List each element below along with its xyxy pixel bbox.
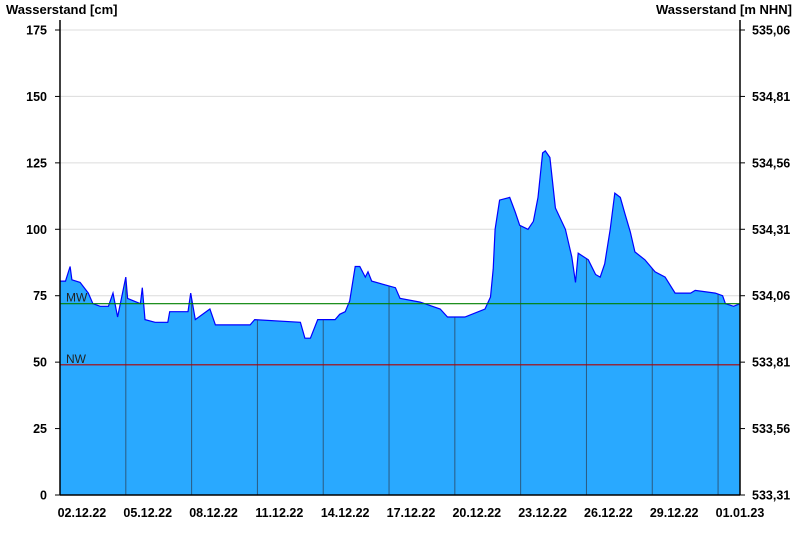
x-tick-label: 14.12.22: [321, 506, 370, 520]
right-tick-label: 534,06: [752, 289, 790, 303]
left-tick-label: 125: [26, 156, 47, 170]
x-tick-label: 05.12.22: [123, 506, 172, 520]
x-tick-label: 02.12.22: [58, 506, 107, 520]
left-tick-label: 75: [33, 289, 47, 303]
right-axis-title: Wasserstand [m NHN]: [656, 2, 792, 17]
x-tick-label: 17.12.22: [387, 506, 436, 520]
x-tick-label: 01.01.23: [716, 506, 765, 520]
x-tick-label: 23.12.22: [518, 506, 567, 520]
left-tick-label: 150: [26, 90, 47, 104]
right-tick-label: 534,56: [752, 156, 790, 170]
x-tick-label: 11.12.22: [255, 506, 303, 520]
left-axis-title: Wasserstand [cm]: [6, 2, 118, 17]
left-tick-label: 50: [33, 356, 47, 370]
left-tick-label: 100: [26, 223, 47, 237]
left-tick-label: 175: [26, 24, 47, 38]
right-tick-label: 534,31: [752, 223, 790, 237]
left-tick-label: 25: [33, 422, 47, 436]
reference-label-nw: NW: [66, 352, 87, 366]
reference-label-mw: MW: [66, 291, 88, 305]
right-tick-label: 533,81: [752, 356, 790, 370]
water-level-area: [60, 150, 740, 495]
x-tick-label: 20.12.22: [452, 506, 501, 520]
right-tick-label: 535,06: [752, 24, 790, 38]
x-tick-label: 26.12.22: [584, 506, 633, 520]
right-tick-label: 533,56: [752, 422, 790, 436]
x-tick-label: 29.12.22: [650, 506, 699, 520]
left-tick-label: 0: [40, 489, 47, 503]
right-tick-label: 533,31: [752, 489, 790, 503]
x-tick-label: 08.12.22: [189, 506, 238, 520]
right-tick-label: 534,81: [752, 90, 790, 104]
water-level-line: [60, 150, 741, 339]
